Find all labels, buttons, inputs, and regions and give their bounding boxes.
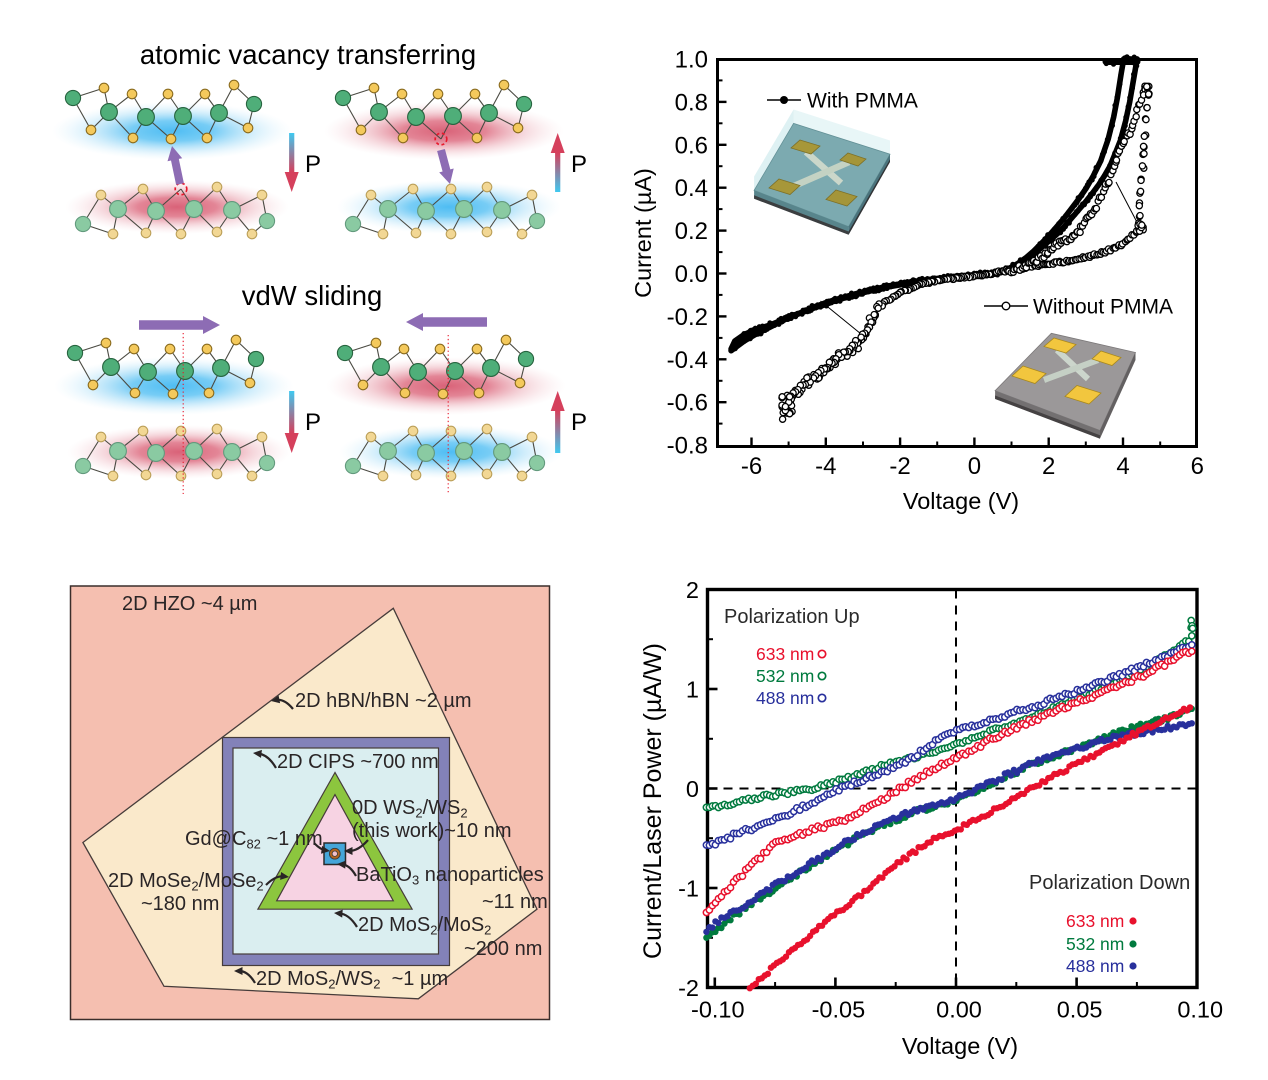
svg-text:488 nm: 488 nm bbox=[756, 688, 814, 708]
svg-text:Polarization Down: Polarization Down bbox=[1029, 872, 1190, 894]
svg-text:0: 0 bbox=[686, 776, 699, 802]
svg-text:2: 2 bbox=[686, 577, 699, 603]
svg-text:Current/Laser Power (µA/W): Current/Laser Power (µA/W) bbox=[639, 643, 667, 959]
svg-text:P: P bbox=[305, 409, 321, 436]
svg-text:4: 4 bbox=[1116, 453, 1129, 480]
svg-text:6: 6 bbox=[1191, 453, 1204, 480]
svg-text:Voltage (V): Voltage (V) bbox=[902, 1033, 1018, 1059]
svg-text:-0.10: -0.10 bbox=[691, 997, 745, 1023]
svg-text:(this work)~10 nm: (this work)~10 nm bbox=[352, 820, 512, 842]
svg-text:-4: -4 bbox=[815, 453, 836, 480]
svg-text:1: 1 bbox=[686, 677, 699, 703]
svg-text:2D HZO ~4 µm: 2D HZO ~4 µm bbox=[122, 593, 257, 615]
svg-text:488 nm: 488 nm bbox=[1066, 956, 1124, 976]
svg-text:atomic vacancy transferring: atomic vacancy transferring bbox=[140, 39, 476, 70]
svg-text:532 nm: 532 nm bbox=[756, 666, 814, 686]
svg-text:0: 0 bbox=[968, 453, 981, 480]
svg-text:-0.2: -0.2 bbox=[667, 304, 708, 331]
svg-text:-6: -6 bbox=[741, 453, 762, 480]
svg-text:0.0: 0.0 bbox=[675, 261, 708, 288]
svg-text:2D MoS2/MoS2: 2D MoS2/MoS2 bbox=[358, 914, 491, 938]
svg-text:-0.05: -0.05 bbox=[812, 997, 866, 1023]
svg-text:BaTiO3 nanoparticles: BaTiO3 nanoparticles bbox=[356, 864, 544, 888]
svg-text:With PMMA: With PMMA bbox=[807, 90, 918, 113]
svg-text:~11 nm: ~11 nm bbox=[482, 891, 548, 913]
svg-text:633 nm: 633 nm bbox=[756, 644, 814, 664]
svg-text:-1: -1 bbox=[678, 876, 699, 902]
svg-text:0D WS2/WS2: 0D WS2/WS2 bbox=[352, 797, 468, 821]
svg-text:0.10: 0.10 bbox=[1177, 997, 1223, 1023]
svg-text:2D MoSe2/MoSe2: 2D MoSe2/MoSe2 bbox=[108, 870, 264, 894]
svg-text:0.8: 0.8 bbox=[675, 89, 708, 116]
svg-text:Without PMMA: Without PMMA bbox=[1033, 296, 1173, 319]
svg-text:2: 2 bbox=[1042, 453, 1055, 480]
svg-text:0.6: 0.6 bbox=[675, 132, 708, 159]
svg-text:-0.6: -0.6 bbox=[667, 390, 708, 417]
svg-text:P: P bbox=[305, 151, 321, 178]
svg-text:2D CIPS ~700 nm: 2D CIPS ~700 nm bbox=[277, 751, 439, 773]
svg-text:-0.8: -0.8 bbox=[667, 433, 708, 460]
svg-text:~200 nm: ~200 nm bbox=[464, 938, 542, 960]
svg-text:-0.4: -0.4 bbox=[667, 347, 708, 374]
svg-text:2D hBN/hBN ~2 µm: 2D hBN/hBN ~2 µm bbox=[295, 690, 472, 712]
svg-text:-2: -2 bbox=[889, 453, 910, 480]
svg-text:2D MoS2/WS2 ~1 µm: 2D MoS2/WS2 ~1 µm bbox=[256, 968, 448, 992]
svg-text:Polarization Up: Polarization Up bbox=[724, 606, 860, 628]
svg-text:0.05: 0.05 bbox=[1057, 997, 1103, 1023]
svg-text:vdW sliding: vdW sliding bbox=[242, 280, 383, 311]
svg-text:-2: -2 bbox=[678, 975, 699, 1001]
svg-text:Voltage (V): Voltage (V) bbox=[903, 488, 1019, 514]
svg-text:1.0: 1.0 bbox=[675, 47, 708, 74]
svg-text:P: P bbox=[571, 409, 587, 436]
svg-text:633 nm: 633 nm bbox=[1066, 911, 1124, 931]
svg-text:~180 nm: ~180 nm bbox=[141, 893, 219, 915]
svg-text:0.2: 0.2 bbox=[675, 218, 708, 245]
svg-text:532 nm: 532 nm bbox=[1066, 934, 1124, 954]
svg-text:Gd@C82 ~1 nm: Gd@C82 ~1 nm bbox=[185, 828, 323, 852]
svg-text:0.4: 0.4 bbox=[675, 175, 708, 202]
svg-text:0.00: 0.00 bbox=[936, 997, 982, 1023]
svg-text:P: P bbox=[571, 151, 587, 178]
svg-text:Current (µA): Current (µA) bbox=[630, 168, 656, 298]
